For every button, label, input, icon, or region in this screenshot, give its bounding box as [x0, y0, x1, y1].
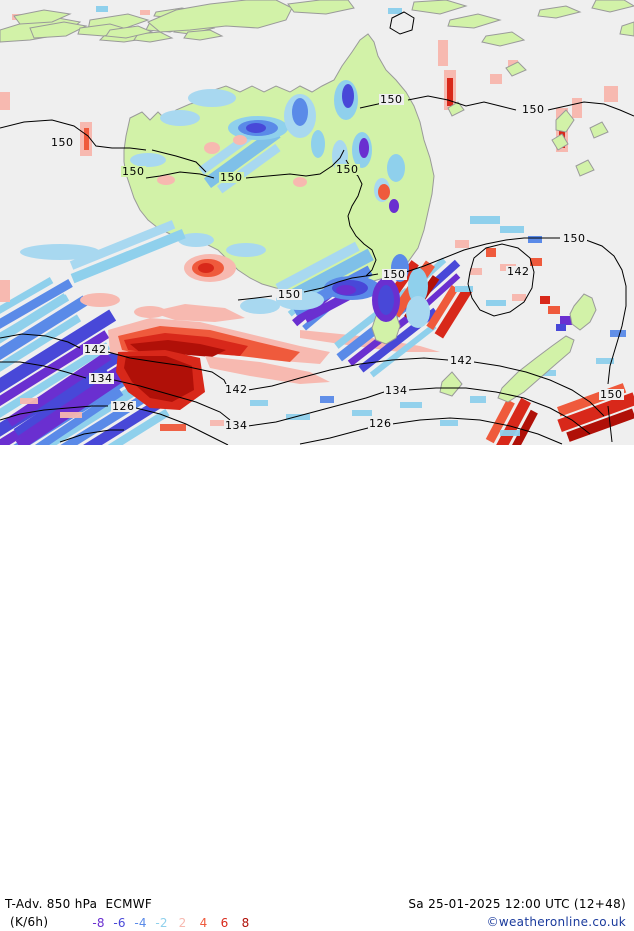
contour-label: 150 [335, 163, 360, 176]
contour-label: 142 [506, 265, 531, 278]
contour-label: 134 [224, 419, 249, 432]
forecast-datetime: Sa 25-01-2025 12:00 UTC (12+48) [408, 897, 626, 911]
contour-label: 126 [368, 417, 393, 430]
contour-label: 134 [89, 372, 114, 385]
contour-label: 150 [50, 136, 75, 149]
warm-advection-sw-plume [108, 304, 440, 410]
contour-label: 150 [379, 93, 404, 106]
contour-label: 142 [449, 354, 474, 367]
legend-tick-minus6: -6 [113, 916, 126, 930]
advection-scatter-south [20, 330, 626, 436]
land-new-zealand-north [569, 293, 597, 331]
contour-label: 150 [562, 232, 587, 245]
copyright-notice: ©weatheronline.co.uk [486, 915, 626, 929]
legend-scale[interactable]: -8 -6 -4 -2 2 4 6 8 [88, 915, 256, 931]
land-new-guinea [147, 0, 293, 33]
contour-label: 142 [83, 343, 108, 356]
map-canvas[interactable]: 150 150 150 150 150 150 150 150 150 150 … [0, 0, 634, 445]
legend-tick-4: 4 [199, 916, 208, 930]
legend-tick-6: 6 [220, 916, 229, 930]
legend-tick-minus2: -2 [155, 916, 168, 930]
contour-label: 150 [219, 171, 244, 184]
contour-label: 150 [382, 268, 407, 281]
legend-tick-minus8: -8 [92, 916, 105, 930]
land-new-zealand-south [497, 335, 575, 403]
contour-label: 150 [521, 103, 546, 116]
footer-bar: T-Adv. 850 hPa ECMWF (K/6h) Sa 25-01-202… [0, 445, 634, 930]
legend-tick-8: 8 [241, 916, 250, 930]
contour-label: 150 [121, 165, 146, 178]
contour-label: 150 [599, 388, 624, 401]
map-title: T-Adv. 850 hPa ECMWF [5, 897, 153, 911]
contour-label: 142 [224, 383, 249, 396]
contour-label: 126 [111, 400, 136, 413]
units-label: (K/6h) [10, 915, 49, 929]
cold-advection-sw-bands [0, 277, 173, 445]
contour-label: 150 [277, 288, 302, 301]
contour-label: 134 [384, 384, 409, 397]
legend-tick-2: 2 [178, 916, 187, 930]
legend-tick-minus4: -4 [134, 916, 147, 930]
map-graphics [0, 0, 634, 445]
